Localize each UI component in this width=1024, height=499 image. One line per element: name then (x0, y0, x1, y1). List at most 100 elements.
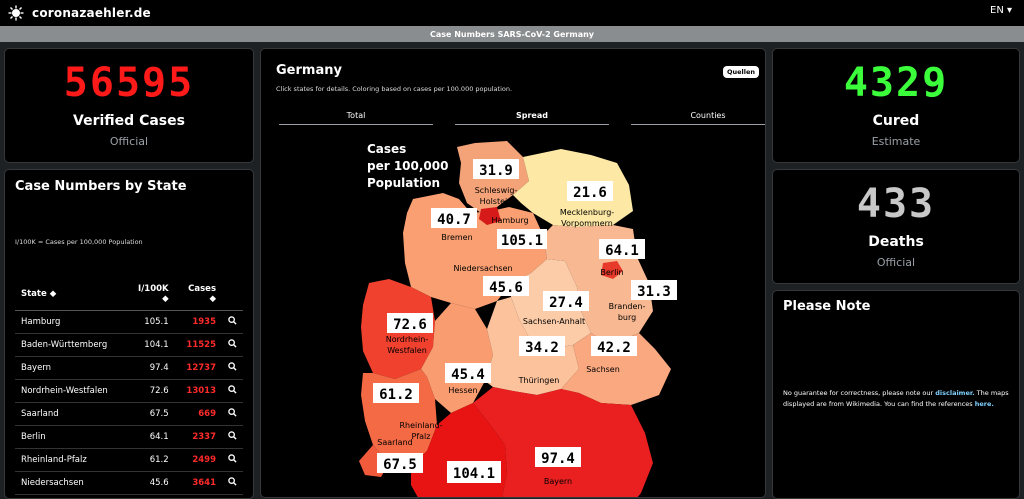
row-state: Hamburg (15, 310, 125, 334)
state-sachsen[interactable] (561, 333, 671, 405)
row-cases: 12737 (174, 356, 222, 380)
table-row[interactable]: Niedersachsen 45.6 3641 (15, 471, 243, 495)
row-details[interactable] (222, 333, 243, 357)
references-link[interactable]: here. (974, 400, 994, 408)
row-details[interactable] (222, 402, 243, 426)
search-icon[interactable] (228, 385, 237, 394)
table-row[interactable]: Bayern 97.4 12737 (15, 356, 243, 380)
disclaimer-link[interactable]: disclaimer. (935, 389, 975, 397)
header-state[interactable]: State ◆ (15, 278, 125, 311)
language-dropdown[interactable]: EN ▾ (990, 5, 1012, 16)
row-details[interactable] (222, 379, 243, 403)
svg-text:Holstein: Holstein (480, 197, 513, 206)
tab-counties[interactable]: Counties (631, 111, 765, 125)
row-details[interactable] (222, 425, 243, 449)
svg-text:Sachsen: Sachsen (586, 365, 620, 374)
svg-text:27.4: 27.4 (549, 295, 583, 311)
table-header-row: State ◆ I/100K ◆ Cases ◆ (15, 278, 243, 311)
deaths-card: 433 Deaths Official (772, 169, 1020, 284)
svg-text:97.4: 97.4 (541, 451, 575, 467)
table-row[interactable]: Hamburg 105.1 1935 (15, 310, 243, 334)
map-description: Click states for details. Coloring based… (276, 85, 513, 93)
svg-text:Branden-: Branden- (609, 302, 646, 311)
search-icon[interactable] (228, 339, 237, 348)
table-row[interactable]: Rheinland-Pfalz 61.2 2499 (15, 448, 243, 472)
state-label-sn: 42.2 Sachsen (586, 336, 637, 374)
row-state: Rheinland-Pfalz (15, 448, 125, 472)
map-title-line-3: Population (367, 176, 440, 190)
row-per100k: 61.2 (125, 448, 175, 472)
svg-text:21.6: 21.6 (573, 185, 607, 201)
table-row[interactable]: Nordrhein-Westfalen 72.6 13013 (15, 379, 243, 403)
row-cases: 13013 (174, 379, 222, 403)
state-label-be: 64.1 Berlin (599, 239, 645, 277)
state-label-rp: 61.2 Rheinland- Pfalz (373, 383, 443, 441)
row-details[interactable] (222, 448, 243, 472)
state-label-th: 34.2 Thüringen (518, 336, 565, 385)
verified-cases-value: 56595 (63, 60, 195, 106)
state-hessen[interactable] (421, 303, 493, 413)
row-state: Nordrhein-Westfalen (15, 379, 125, 403)
state-label-sh: 31.9 Schleswig- Holstein (473, 159, 519, 206)
virus-logo-icon (8, 5, 24, 21)
svg-text:104.1: 104.1 (453, 466, 495, 482)
svg-text:31.3: 31.3 (637, 284, 671, 300)
row-cases: 1935 (174, 310, 222, 334)
svg-text:Mecklenburg-: Mecklenburg- (560, 208, 614, 217)
state-hamburg[interactable] (479, 207, 501, 225)
svg-text:Berlin: Berlin (600, 268, 623, 277)
state-bayern[interactable] (473, 387, 653, 498)
map-tabs: Total Spread Counties (279, 111, 765, 125)
table-row[interactable]: Berlin 64.1 2337 (15, 425, 243, 449)
svg-text:42.2: 42.2 (597, 340, 631, 356)
deaths-label: Deaths (868, 234, 924, 250)
row-per100k: 104.1 (125, 333, 175, 357)
svg-text:Rheinland-: Rheinland- (399, 421, 442, 430)
table-row[interactable]: Saarland 67.5 669 (15, 402, 243, 426)
row-state: Bayern (15, 356, 125, 380)
verified-cases-card: 56595 Verified Cases Official (4, 48, 254, 163)
cured-card: 4329 Cured Estimate (772, 48, 1020, 163)
please-note-card: Please Note No guarantee for correctness… (772, 290, 1020, 499)
svg-text:61.2: 61.2 (379, 387, 413, 403)
cured-value: 4329 (843, 60, 949, 106)
state-label-mv: 21.6 Mecklenburg- Vorpommern (560, 181, 614, 228)
row-details[interactable] (222, 310, 243, 334)
svg-text:Bayern: Bayern (544, 477, 572, 486)
header-actions (222, 278, 243, 311)
search-icon[interactable] (228, 477, 237, 486)
state-label-by: 97.4 Bayern (535, 447, 581, 486)
svg-text:Saarland: Saarland (377, 438, 412, 447)
row-details[interactable] (222, 471, 243, 495)
page-subtitle: Case Numbers SARS-CoV-2 Germany (0, 26, 1024, 42)
header-cases[interactable]: Cases ◆ (174, 278, 222, 311)
search-icon[interactable] (228, 454, 237, 463)
germany-title: Germany (276, 63, 342, 78)
svg-text:Sachsen-Anhalt: Sachsen-Anhalt (523, 317, 585, 326)
row-details[interactable] (222, 356, 243, 380)
by-state-table: State ◆ I/100K ◆ Cases ◆ Hamburg 105.1 193… (15, 278, 243, 495)
search-icon[interactable] (228, 362, 237, 371)
tab-spread[interactable]: Spread (455, 111, 609, 125)
state-label-hh: Hamburg 105.1 (491, 216, 547, 249)
verified-cases-sub: Official (109, 135, 149, 148)
tab-total[interactable]: Total (279, 111, 433, 125)
search-icon[interactable] (228, 408, 237, 417)
svg-text:Westfalen: Westfalen (387, 346, 427, 355)
state-label-he: 45.4 Hessen (445, 363, 491, 395)
svg-text:Niedersachsen: Niedersachsen (453, 264, 512, 273)
svg-text:45.4: 45.4 (451, 367, 485, 383)
svg-text:Hessen: Hessen (448, 386, 477, 395)
svg-text:Nordrhein-: Nordrhein- (386, 335, 429, 344)
header-per100k[interactable]: I/100K ◆ (125, 278, 175, 311)
brand[interactable]: coronazaehler.de (8, 5, 151, 21)
search-icon[interactable] (228, 431, 237, 440)
svg-text:34.2: 34.2 (525, 340, 559, 356)
sources-button[interactable]: Quellen (722, 66, 759, 78)
search-icon[interactable] (228, 316, 237, 325)
deaths-value: 433 (856, 181, 936, 227)
please-note-title: Please Note (783, 299, 871, 314)
state-berlin[interactable] (601, 261, 623, 279)
table-row[interactable]: Baden-Württemberg 104.1 11525 (15, 333, 243, 357)
row-state: Saarland (15, 402, 125, 426)
